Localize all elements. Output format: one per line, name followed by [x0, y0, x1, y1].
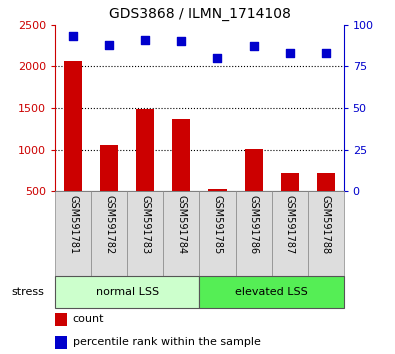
Bar	[199, 276, 344, 308]
Bar	[55, 313, 67, 326]
Text: GSM591782: GSM591782	[104, 195, 115, 255]
Bar	[235, 191, 272, 276]
Bar	[209, 189, 226, 191]
Text: GSM591784: GSM591784	[177, 195, 186, 255]
Bar	[55, 336, 67, 349]
Bar	[272, 191, 308, 276]
Bar	[199, 191, 235, 276]
Text: GSM591788: GSM591788	[321, 195, 331, 255]
Text: normal LSS: normal LSS	[96, 287, 159, 297]
Text: GSM591786: GSM591786	[248, 195, 259, 255]
Bar	[317, 173, 335, 191]
Bar	[173, 119, 190, 191]
Bar	[64, 61, 82, 191]
Point	[286, 50, 293, 56]
Bar	[55, 276, 199, 308]
Bar	[91, 191, 127, 276]
Bar	[55, 191, 91, 276]
Point	[250, 44, 257, 49]
Point	[214, 55, 221, 61]
Text: GSM591785: GSM591785	[213, 195, 222, 255]
Text: GSM591781: GSM591781	[68, 195, 78, 255]
Text: GSM591783: GSM591783	[140, 195, 150, 255]
Bar	[280, 173, 299, 191]
Text: percentile rank within the sample: percentile rank within the sample	[73, 337, 260, 348]
Text: count: count	[73, 314, 104, 325]
Point	[70, 34, 77, 39]
Bar	[308, 191, 344, 276]
Point	[178, 39, 184, 44]
Bar	[100, 145, 118, 191]
Bar	[127, 191, 164, 276]
Bar	[164, 191, 199, 276]
Text: stress: stress	[11, 287, 45, 297]
Bar	[136, 109, 154, 191]
Point	[106, 42, 113, 47]
Point	[322, 50, 329, 56]
Bar	[245, 149, 263, 191]
Point	[142, 37, 149, 42]
Text: elevated LSS: elevated LSS	[235, 287, 308, 297]
Text: GSM591787: GSM591787	[284, 195, 295, 255]
Title: GDS3868 / ILMN_1714108: GDS3868 / ILMN_1714108	[109, 7, 290, 21]
